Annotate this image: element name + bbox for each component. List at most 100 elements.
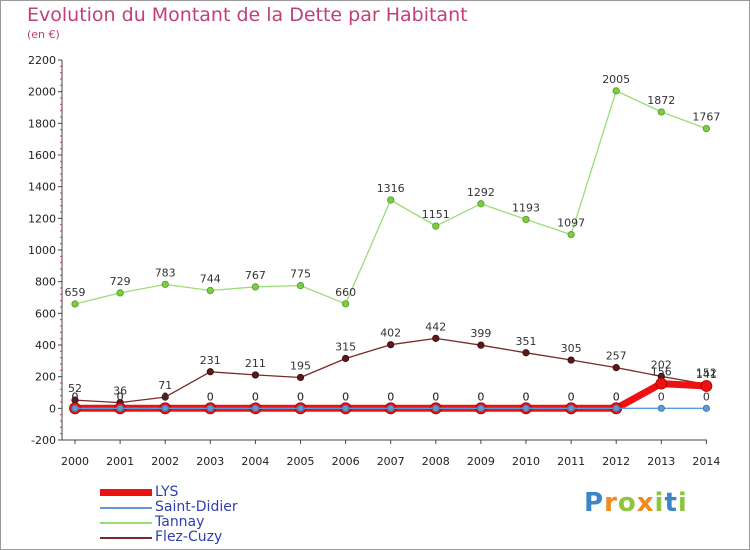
data-label-tannay: 2005 xyxy=(602,73,630,86)
data-point-flez-cuzy xyxy=(612,364,620,372)
data-point-tannay xyxy=(612,87,620,95)
y-tick-label: 1200 xyxy=(28,212,56,225)
data-point-flez-cuzy xyxy=(161,393,169,401)
data-point-tannay xyxy=(71,300,79,308)
data-point-tannay xyxy=(657,108,665,116)
data-label-tannay: 1767 xyxy=(692,111,720,124)
brand-letter: t xyxy=(664,488,678,518)
data-label-flez-cuzy: 442 xyxy=(425,320,446,333)
brand-letter: o xyxy=(617,488,637,518)
data-point-flez-cuzy xyxy=(522,349,530,357)
data-label-flez-cuzy: 351 xyxy=(516,335,537,348)
data-point-tannay xyxy=(702,124,711,133)
data-label-tannay: 783 xyxy=(155,266,176,279)
data-label-flez-cuzy: 257 xyxy=(606,350,627,363)
y-tick-label: 1000 xyxy=(28,244,56,257)
brand-letter: i xyxy=(654,488,665,518)
data-point-tannay xyxy=(387,196,395,204)
x-tick-label: 2006 xyxy=(332,455,360,468)
data-label-flez-cuzy: 36 xyxy=(113,385,127,398)
data-point-saint-didier xyxy=(251,404,259,412)
data-point-saint-didier xyxy=(71,404,79,412)
brand-logo: Proxiti xyxy=(584,488,688,518)
data-point-tannay xyxy=(206,286,214,295)
data-label-lys: 0 xyxy=(162,390,169,403)
data-label-saint-didier: 0 xyxy=(523,390,530,403)
brand-letter: P xyxy=(584,488,605,518)
data-label-saint-didier: 0 xyxy=(342,390,349,403)
data-label-tannay: 659 xyxy=(65,286,86,299)
data-label-lys: 0 xyxy=(387,390,394,403)
y-tick-label: 0 xyxy=(49,402,56,415)
data-point-flez-cuzy xyxy=(296,373,305,382)
x-tick-label: 2002 xyxy=(151,455,179,468)
data-label-tannay: 775 xyxy=(290,268,311,281)
y-tick-label: -200 xyxy=(31,434,56,447)
data-label-lys: 141 xyxy=(696,368,717,381)
y-tick-label: 200 xyxy=(35,371,56,384)
chart-subtitle: (en €) xyxy=(27,28,60,41)
data-label-flez-cuzy: 305 xyxy=(561,342,582,355)
data-label-tannay: 1872 xyxy=(647,94,675,107)
data-label-lys: 0 xyxy=(297,390,304,403)
data-point-saint-didier xyxy=(432,404,440,412)
data-label-saint-didier: 0 xyxy=(432,390,439,403)
data-label-tannay: 729 xyxy=(110,275,131,288)
data-label-saint-didier: 0 xyxy=(703,390,710,403)
x-tick-label: 2003 xyxy=(196,455,224,468)
data-label-saint-didier: 0 xyxy=(658,390,665,403)
data-label-tannay: 744 xyxy=(200,273,221,286)
y-tick-label: 600 xyxy=(35,307,56,320)
data-label-tannay: 660 xyxy=(335,286,356,299)
data-label-lys: 0 xyxy=(117,390,124,403)
data-label-saint-didier: 0 xyxy=(207,390,214,403)
data-point-saint-didier xyxy=(612,404,620,412)
data-label-flez-cuzy: 211 xyxy=(245,357,266,370)
x-tick-label: 2001 xyxy=(106,455,134,468)
legend-label: Flez-Cuzy xyxy=(155,529,223,545)
x-tick-label: 2010 xyxy=(512,455,540,468)
data-label-lys: 156 xyxy=(651,366,672,379)
data-label-lys: 0 xyxy=(568,390,575,403)
legend-swatch xyxy=(100,507,152,509)
data-label-saint-didier: 0 xyxy=(297,390,304,403)
x-tick-label: 2000 xyxy=(61,455,89,468)
data-point-tannay xyxy=(522,215,530,224)
x-tick-label: 2014 xyxy=(692,455,720,468)
data-point-tannay xyxy=(341,300,350,308)
data-label-tannay: 1316 xyxy=(377,182,405,195)
data-point-saint-didier xyxy=(341,404,350,412)
x-tick-label: 2009 xyxy=(467,455,495,468)
x-tick-label: 2011 xyxy=(557,455,585,468)
data-point-saint-didier xyxy=(116,404,124,412)
data-point-flez-cuzy xyxy=(432,334,440,342)
data-label-lys: 0 xyxy=(72,390,79,403)
data-point-saint-didier xyxy=(161,404,169,412)
data-label-flez-cuzy: 152 xyxy=(696,366,717,379)
data-label-saint-didier: 0 xyxy=(387,390,394,403)
chart-title: Evolution du Montant de la Dette par Hab… xyxy=(27,4,468,26)
data-point-tannay xyxy=(477,200,485,208)
data-point-lys xyxy=(655,377,668,390)
legend-swatch xyxy=(100,489,152,496)
y-tick-label: 2000 xyxy=(28,86,56,99)
data-point-saint-didier xyxy=(567,404,575,412)
data-point-flez-cuzy xyxy=(341,354,350,363)
y-tick-label: 1400 xyxy=(28,181,56,194)
data-label-saint-didier: 0 xyxy=(117,390,124,403)
data-point-saint-didier xyxy=(477,404,485,412)
data-label-saint-didier: 0 xyxy=(477,390,484,403)
x-tick-label: 2004 xyxy=(241,455,269,468)
data-label-tannay: 1151 xyxy=(422,208,450,221)
axes: -200020040060080010001200140016001800200… xyxy=(28,54,720,468)
legend-swatch xyxy=(100,522,152,524)
data-label-saint-didier: 0 xyxy=(252,390,259,403)
data-label-flez-cuzy: 402 xyxy=(380,327,401,340)
x-tick-label: 2012 xyxy=(602,455,630,468)
data-point-tannay xyxy=(251,283,259,291)
data-label-flez-cuzy: 399 xyxy=(470,327,491,340)
data-label-flez-cuzy: 52 xyxy=(68,382,82,395)
data-label-flez-cuzy: 315 xyxy=(335,340,356,353)
